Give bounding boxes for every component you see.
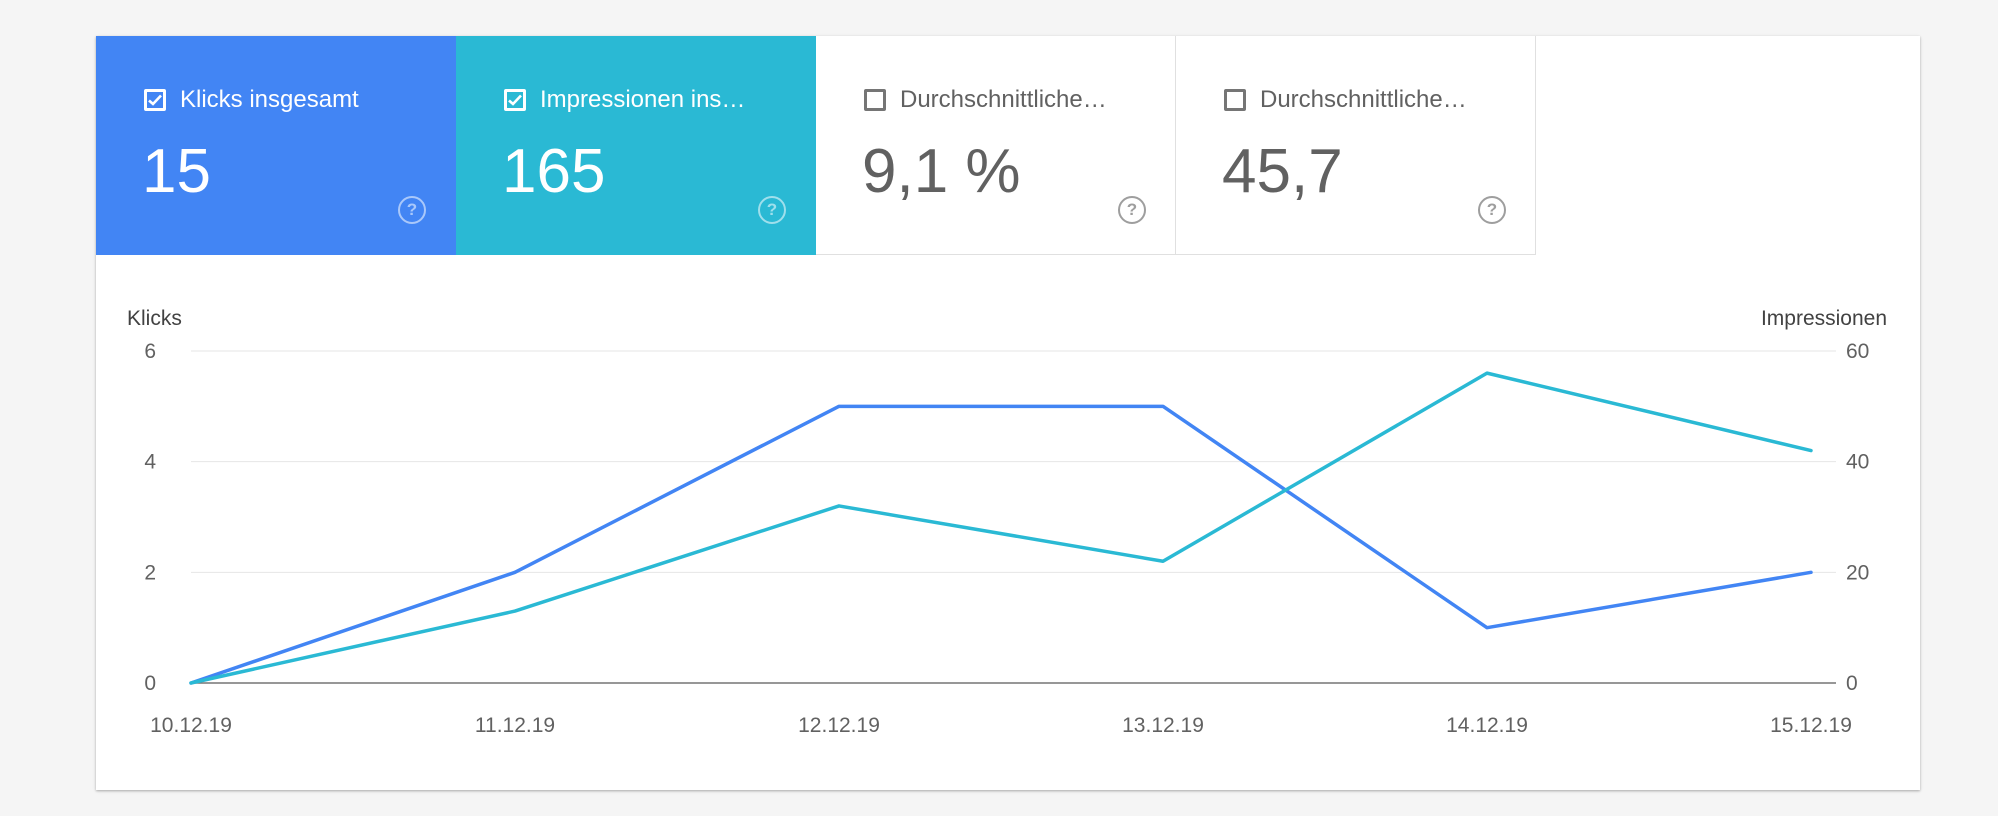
series-line-impressions <box>189 371 1813 685</box>
question-circle-icon[interactable]: ? <box>398 196 426 224</box>
y-right-tick-label: 20 <box>1846 561 1869 584</box>
y-left-tick-label: 0 <box>144 672 156 695</box>
tile-total-clicks[interactable]: Klicks insgesamt 15 ? <box>96 36 456 255</box>
tile-header: Klicks insgesamt <box>144 86 434 114</box>
x-tick-label: 15.12.19 <box>1770 714 1852 737</box>
question-circle-icon[interactable]: ? <box>1118 196 1146 224</box>
tile-value: 45,7 <box>1222 137 1343 206</box>
tile-value: 165 <box>502 137 606 206</box>
tile-header: Impressionen ins… <box>504 86 794 114</box>
y-left-tick-label: 2 <box>144 561 156 584</box>
tile-value: 9,1 % <box>862 137 1021 206</box>
performance-card: Klicks insgesamt 15 ? Impressionen ins… … <box>96 36 1920 790</box>
y-right-tick-label: 0 <box>1846 672 1858 695</box>
x-tick-label: 14.12.19 <box>1446 714 1528 737</box>
tile-value: 15 <box>142 137 211 206</box>
x-tick-label: 13.12.19 <box>1122 714 1204 737</box>
tile-average-position[interactable]: Durchschnittliche… 45,7 ? <box>1176 36 1536 255</box>
question-circle-icon[interactable]: ? <box>1478 196 1506 224</box>
x-tick-label: 12.12.19 <box>798 714 880 737</box>
y-left-tick-label: 4 <box>144 451 156 474</box>
metric-tiles: Klicks insgesamt 15 ? Impressionen ins… … <box>96 36 1536 255</box>
y-left-tick-label: 6 <box>144 340 156 363</box>
tile-header: Durchschnittliche… <box>1224 86 1514 114</box>
y-right-tick-label: 60 <box>1846 340 1869 363</box>
checkbox-checked-icon[interactable] <box>504 89 526 111</box>
question-circle-icon[interactable]: ? <box>758 196 786 224</box>
checkbox-unchecked-icon[interactable] <box>864 89 886 111</box>
checkbox-checked-icon[interactable] <box>144 89 166 111</box>
y-right-tick-label: 40 <box>1846 451 1869 474</box>
x-tick-label: 11.12.19 <box>475 714 555 737</box>
series-line-clicks <box>189 404 1813 685</box>
y-right-axis-title: Impressionen <box>1761 307 1887 330</box>
tile-average-ctr[interactable]: Durchschnittliche… 9,1 % ? <box>816 36 1176 255</box>
x-tick-label: 10.12.19 <box>150 714 232 737</box>
tile-total-impressions[interactable]: Impressionen ins… 165 ? <box>456 36 816 255</box>
checkbox-unchecked-icon[interactable] <box>1224 89 1246 111</box>
tile-header: Durchschnittliche… <box>864 86 1154 114</box>
y-left-axis-title: Klicks <box>127 307 182 330</box>
